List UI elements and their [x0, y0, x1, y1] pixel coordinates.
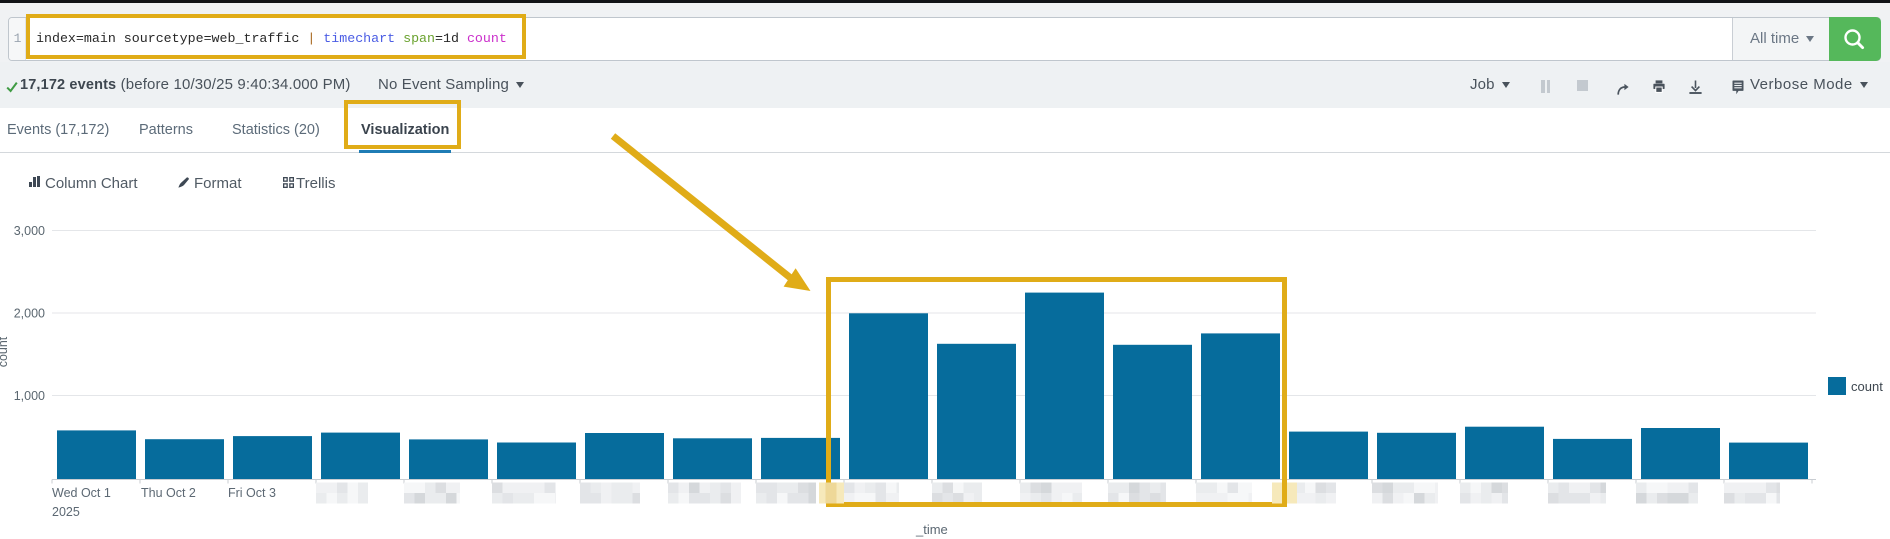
svg-text:Thu Oct 2: Thu Oct 2 [141, 486, 196, 500]
svg-text:3,000: 3,000 [14, 224, 45, 238]
svg-text:count: count [1851, 379, 1883, 394]
svg-text:2,000: 2,000 [14, 307, 45, 321]
svg-text:Wed Oct 1: Wed Oct 1 [52, 486, 111, 500]
svg-text:_time: _time [915, 522, 948, 537]
svg-text:2025: 2025 [52, 505, 80, 519]
svg-text:Fri Oct 3: Fri Oct 3 [228, 486, 276, 500]
svg-text:count: count [0, 336, 10, 367]
svg-text:1,000: 1,000 [14, 389, 45, 403]
